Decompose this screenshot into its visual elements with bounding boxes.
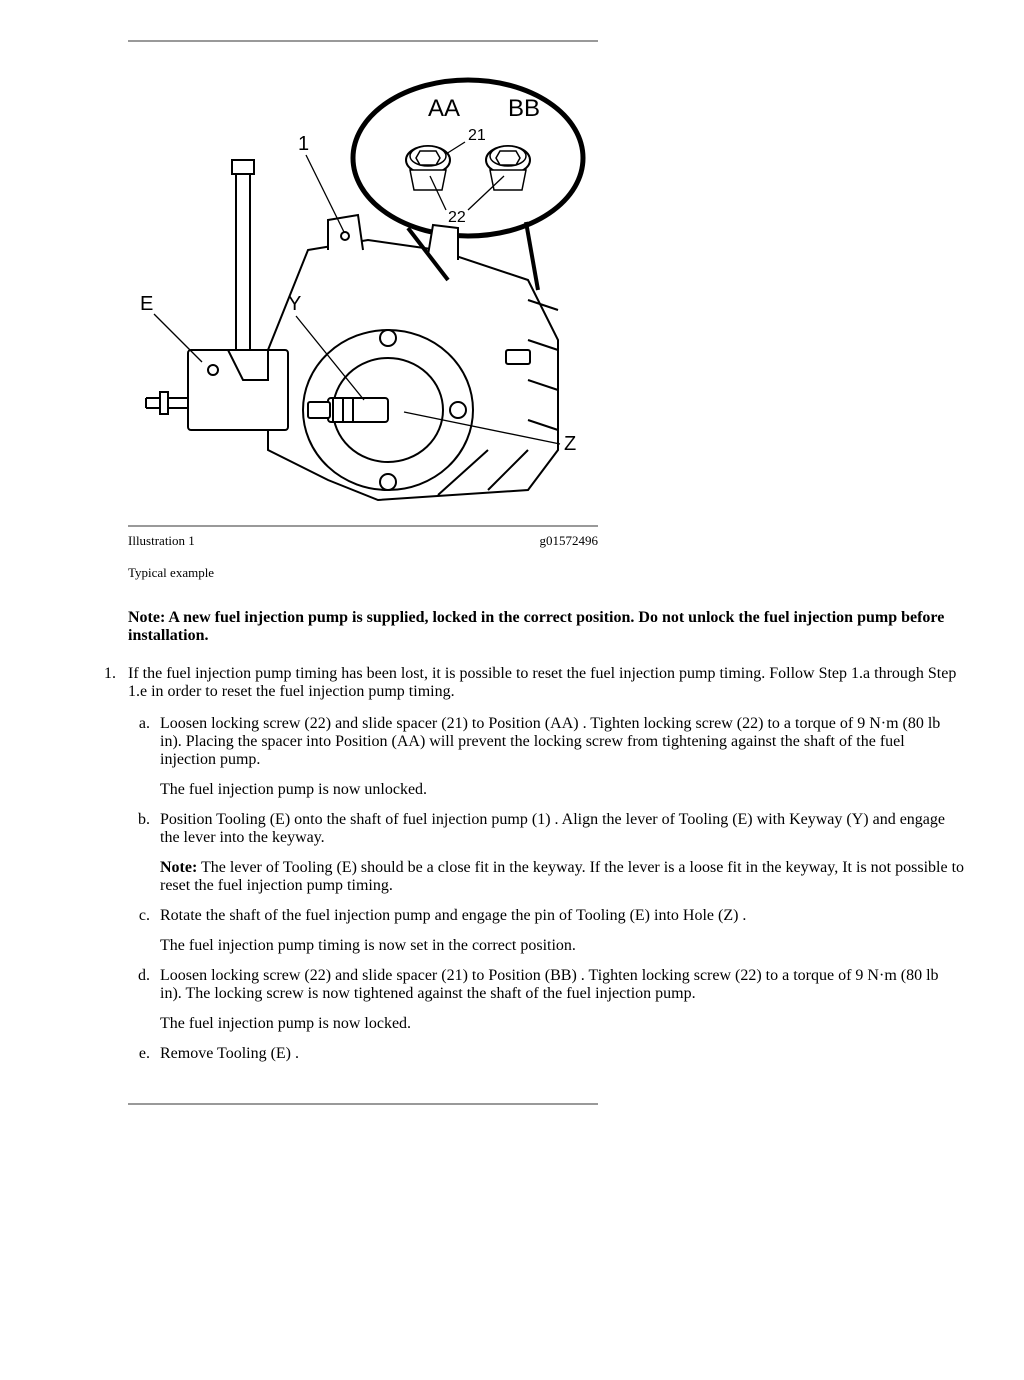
step-1c-p1: Rotate the shaft of the fuel injection p…: [160, 907, 746, 924]
label-AA: AA: [428, 95, 460, 122]
label-Z: Z: [564, 433, 576, 455]
detail-ellipse: [353, 80, 583, 236]
figure-top-rule: [128, 40, 598, 42]
figure-bottom-rule: [128, 525, 598, 527]
step-1b-note-label: Note:: [160, 859, 197, 876]
figure-caption-row: Illustration 1 g01572496: [128, 533, 598, 549]
step-1a: Loosen locking screw (22) and slide spac…: [154, 715, 964, 799]
step-1a-p2: The fuel injection pump is now unlocked.: [160, 781, 964, 799]
label-1: 1: [298, 133, 309, 155]
pump-svg: AA BB 21 22: [128, 50, 598, 510]
label-E: E: [140, 293, 153, 315]
pump-body: [268, 215, 558, 500]
step-1d: Loosen locking screw (22) and slide spac…: [154, 967, 964, 1033]
step-1c: Rotate the shaft of the fuel injection p…: [154, 907, 964, 955]
end-rule: [128, 1103, 598, 1105]
label-Y: Y: [288, 293, 301, 315]
detail-screw-AA: [406, 146, 450, 190]
substeps: Loosen locking screw (22) and slide spac…: [128, 715, 964, 1063]
step-1c-p2: The fuel injection pump timing is now se…: [160, 937, 964, 955]
step-1b: Position Tooling (E) onto the shaft of f…: [154, 811, 964, 895]
tooling-E: [146, 160, 288, 430]
illustration-subcaption: Typical example: [128, 565, 964, 581]
step-1b-p1: Position Tooling (E) onto the shaft of f…: [160, 811, 945, 846]
detail-screw-BB: [486, 146, 530, 190]
step-1d-p1: Loosen locking screw (22) and slide spac…: [160, 967, 939, 1002]
step-1a-p1: Loosen locking screw (22) and slide spac…: [160, 715, 940, 768]
label-21: 21: [468, 127, 486, 144]
pump-diagram: AA BB 21 22: [128, 50, 964, 515]
step-1b-note: Note: The lever of Tooling (E) should be…: [160, 859, 964, 895]
illustration-label: Illustration 1: [128, 533, 540, 549]
step-1: If the fuel injection pump timing has be…: [120, 665, 964, 1063]
step-1e-p1: Remove Tooling (E) .: [160, 1045, 299, 1062]
step-1d-p2: The fuel injection pump is now locked.: [160, 1015, 964, 1033]
illustration-id: g01572496: [540, 533, 599, 549]
step-1-intro: If the fuel injection pump timing has be…: [128, 665, 956, 700]
step-1e: Remove Tooling (E) .: [154, 1045, 964, 1063]
step-1b-note-body: The lever of Tooling (E) should be a clo…: [160, 859, 964, 894]
label-BB: BB: [508, 95, 540, 122]
figure-block: AA BB 21 22: [128, 40, 964, 581]
label-22: 22: [448, 209, 466, 226]
install-note: Note: A new fuel injection pump is suppl…: [128, 609, 964, 645]
procedure-list: If the fuel injection pump timing has be…: [100, 665, 964, 1063]
